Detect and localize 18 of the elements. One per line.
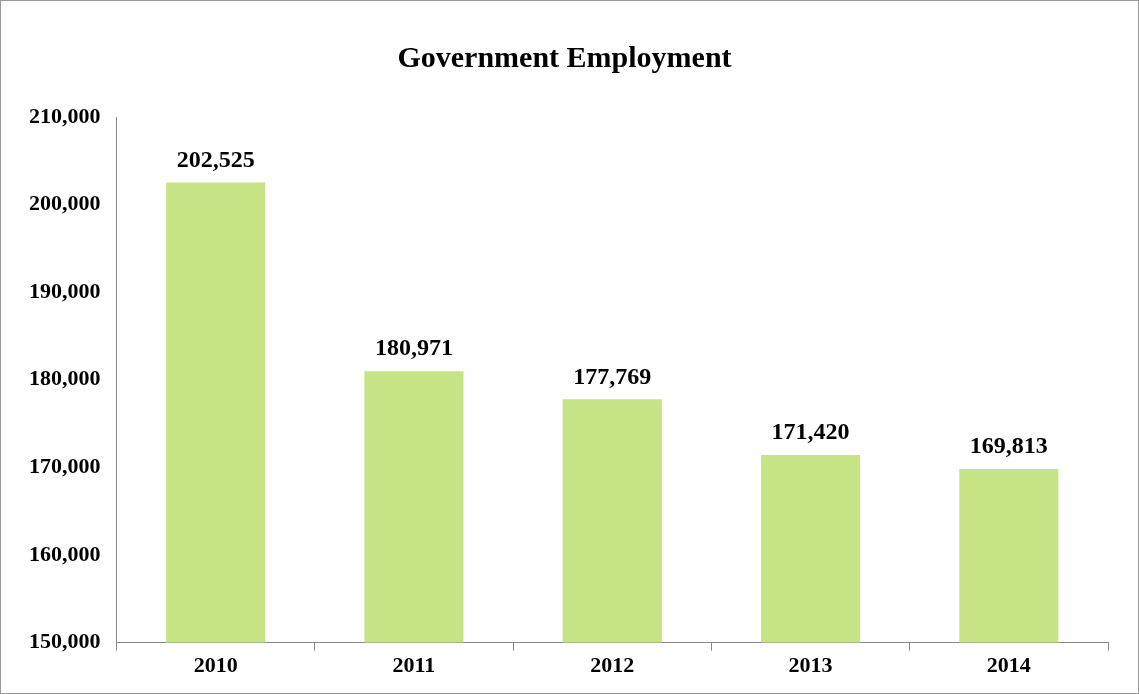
x-tick-label: 2011 [392,652,436,678]
y-tick-label: 190,000 [29,277,101,303]
x-tick-label: 2014 [986,652,1031,678]
data-label: 171,420 [771,418,850,445]
chart-title: Government Employment [397,39,732,73]
y-tick-label: 180,000 [29,365,101,391]
data-label: 177,769 [573,362,652,389]
y-tick-label: 150,000 [29,628,101,654]
x-tick-label: 2010 [193,652,238,678]
y-tick-label: 200,000 [29,190,101,216]
y-tick-label: 160,000 [29,540,101,566]
data-label: 180,971 [374,334,453,361]
data-label: 169,813 [969,432,1048,459]
y-tick-label: 170,000 [29,453,101,479]
x-tick-label: 2013 [788,652,833,678]
y-tick-label: 210,000 [29,102,101,128]
x-tick-label: 2012 [590,652,635,678]
data-label: 202,525 [176,145,255,172]
